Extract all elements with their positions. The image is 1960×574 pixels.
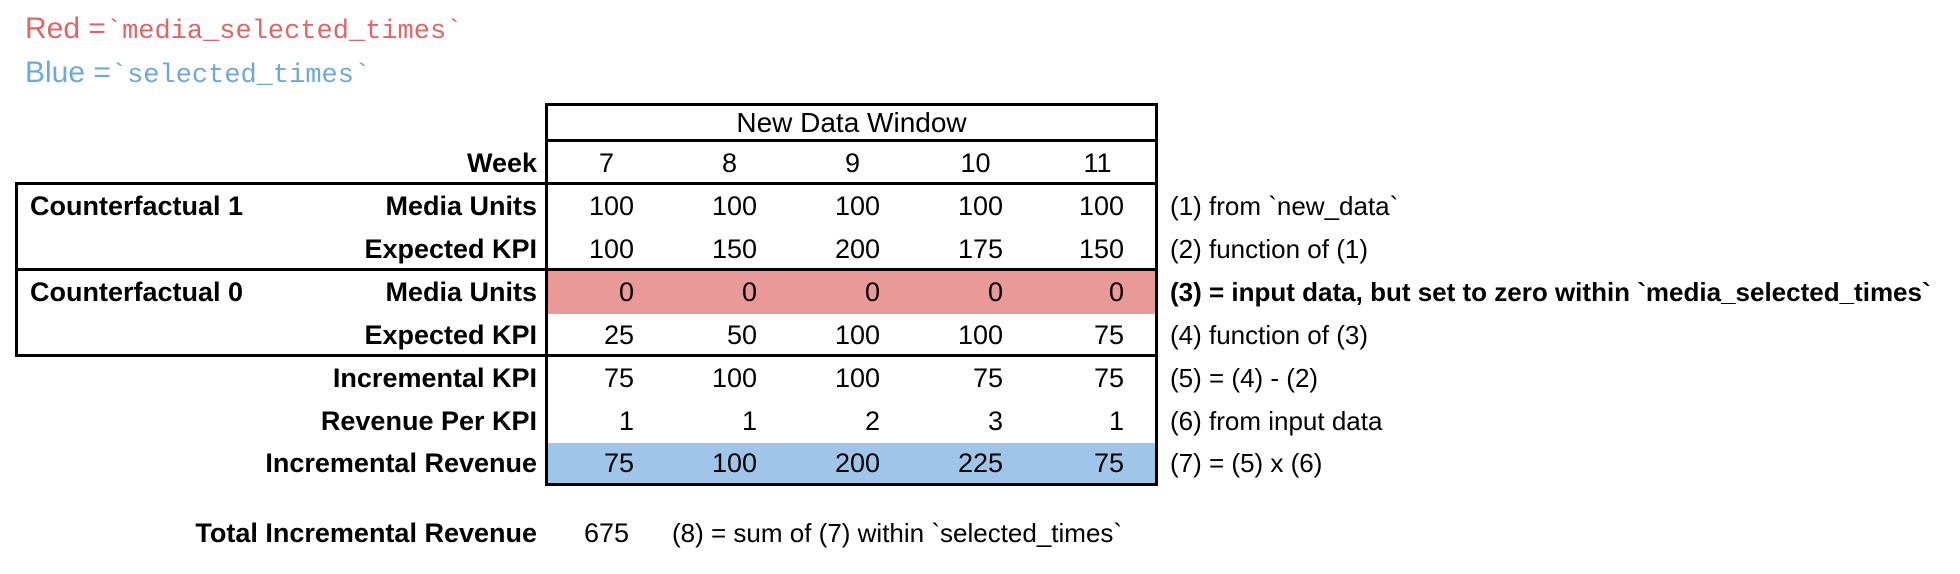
table-cell: 50	[726, 320, 757, 350]
table-cell: 100	[711, 191, 757, 221]
table-cell: 100	[588, 191, 634, 221]
table-cell: 1	[1108, 406, 1124, 436]
table-cell: 0	[987, 277, 1003, 307]
week-cell: 9	[844, 148, 861, 178]
table-row-incremental-kpi: Incremental KPI 75 100 100 75 75 (5) = (…	[0, 357, 1960, 400]
table-cell: 200	[834, 234, 880, 264]
table-cell: 0	[618, 277, 634, 307]
week-row: Week 7 8 9 10 11	[0, 142, 1960, 185]
table-row-cf1-expected-kpi: Expected KPI 100 150 200 175 150 (2) fun…	[0, 228, 1960, 271]
row-label: Revenue Per KPI	[320, 406, 537, 436]
table-cell: 100	[1078, 191, 1124, 221]
table-cell: 100	[588, 234, 634, 264]
table-cell: 100	[834, 191, 880, 221]
new-data-window-title: New Data Window	[736, 106, 967, 138]
row-label: Media Units	[385, 277, 537, 307]
week-cell: 7	[598, 148, 615, 178]
table-cell: 75	[603, 447, 634, 478]
row-annotation-2: (2) function of (1)	[1170, 234, 1368, 264]
table-cell: 100	[711, 363, 757, 393]
table-row-cf1-media-units: Counterfactual 1 Media Units 100 100 100…	[0, 185, 1960, 228]
table-cell: 175	[957, 234, 1003, 264]
row-label: Expected KPI	[364, 234, 537, 264]
table-cell: 75	[972, 363, 1003, 393]
table-cell: 225	[957, 447, 1003, 478]
table-cell: 75	[603, 363, 634, 393]
row-label: Incremental KPI	[332, 363, 537, 393]
table-row-incremental-revenue: Incremental Revenue 75 100 200 225 75 (7…	[0, 443, 1960, 483]
table-cell: 75	[1093, 447, 1124, 478]
week-row-label: Week	[466, 148, 537, 178]
counterfactual0-top-border	[15, 268, 1158, 271]
week-cell: 10	[960, 148, 991, 178]
row-annotation-5: (5) = (4) - (2)	[1170, 363, 1319, 393]
table-cell: 3	[987, 406, 1003, 436]
total-label: Total Incremental Revenue	[195, 517, 537, 548]
counterfactual0-bottom-border	[15, 354, 1158, 357]
table-cell: 1	[741, 406, 757, 436]
legend-blue-label: Blue =	[25, 56, 111, 89]
total-value: 675	[583, 517, 630, 548]
row-annotation-1: (1) from `new_data`	[1170, 191, 1399, 221]
table-cell: 0	[741, 277, 757, 307]
table-cell: 100	[834, 363, 880, 393]
header-divider	[545, 139, 1158, 142]
table-cell: 100	[711, 447, 757, 478]
table-header-row: New Data Window	[0, 103, 1960, 142]
row-annotation-3: (3) = input data, but set to zero within…	[1170, 277, 1931, 307]
week-cell: 11	[1083, 148, 1112, 178]
table-cell: 0	[864, 277, 880, 307]
group-label-counterfactual-0: Counterfactual 0	[30, 277, 244, 307]
total-row: Total Incremental Revenue 675 (8) = sum …	[0, 513, 1960, 553]
table-cell: 2	[864, 406, 880, 436]
legend-blue-line: Blue = `selected_times`	[25, 56, 370, 91]
table-cell: 100	[957, 320, 1003, 350]
table-cell: 150	[711, 234, 757, 264]
legend-red-code: `media_selected_times`	[105, 17, 463, 47]
table-cell: 100	[957, 191, 1003, 221]
row-annotation-6: (6) from input data	[1170, 406, 1383, 436]
table-cell: 200	[834, 447, 880, 478]
data-window-border	[545, 103, 1158, 486]
table-cell: 25	[603, 320, 634, 350]
selected-times-highlight	[548, 443, 1155, 483]
row-label: Media Units	[385, 191, 537, 221]
total-annotation-8: (8) = sum of (7) within `selected_times`	[672, 517, 1123, 548]
table-cell: 1	[618, 406, 634, 436]
counterfactual-left-border	[15, 182, 18, 357]
legend-red-line: Red = `media_selected_times`	[25, 12, 462, 47]
row-annotation-4: (4) function of (3)	[1170, 320, 1368, 350]
group-label-counterfactual-1: Counterfactual 1	[30, 191, 244, 221]
table-cell: 150	[1078, 234, 1124, 264]
table-row-cf0-media-units: Counterfactual 0 Media Units 0 0 0 0 0 (…	[0, 271, 1960, 314]
table-row-revenue-per-kpi: Revenue Per KPI 1 1 2 3 1 (6) from input…	[0, 400, 1960, 443]
legend-red-label: Red =	[25, 12, 106, 45]
table-cell: 75	[1093, 320, 1124, 350]
week-cell: 8	[721, 148, 738, 178]
legend-blue-code: `selected_times`	[110, 61, 371, 91]
table-cell: 100	[834, 320, 880, 350]
row-label: Expected KPI	[364, 320, 537, 350]
row-label: Incremental Revenue	[265, 447, 537, 478]
counterfactual1-top-border	[15, 182, 1158, 185]
row-annotation-7: (7) = (5) x (6)	[1170, 447, 1323, 478]
table-row-cf0-expected-kpi: Expected KPI 25 50 100 100 75 (4) functi…	[0, 314, 1960, 357]
table-cell: 0	[1108, 277, 1124, 307]
table-cell: 75	[1093, 363, 1124, 393]
media-selected-times-highlight	[548, 271, 1155, 314]
